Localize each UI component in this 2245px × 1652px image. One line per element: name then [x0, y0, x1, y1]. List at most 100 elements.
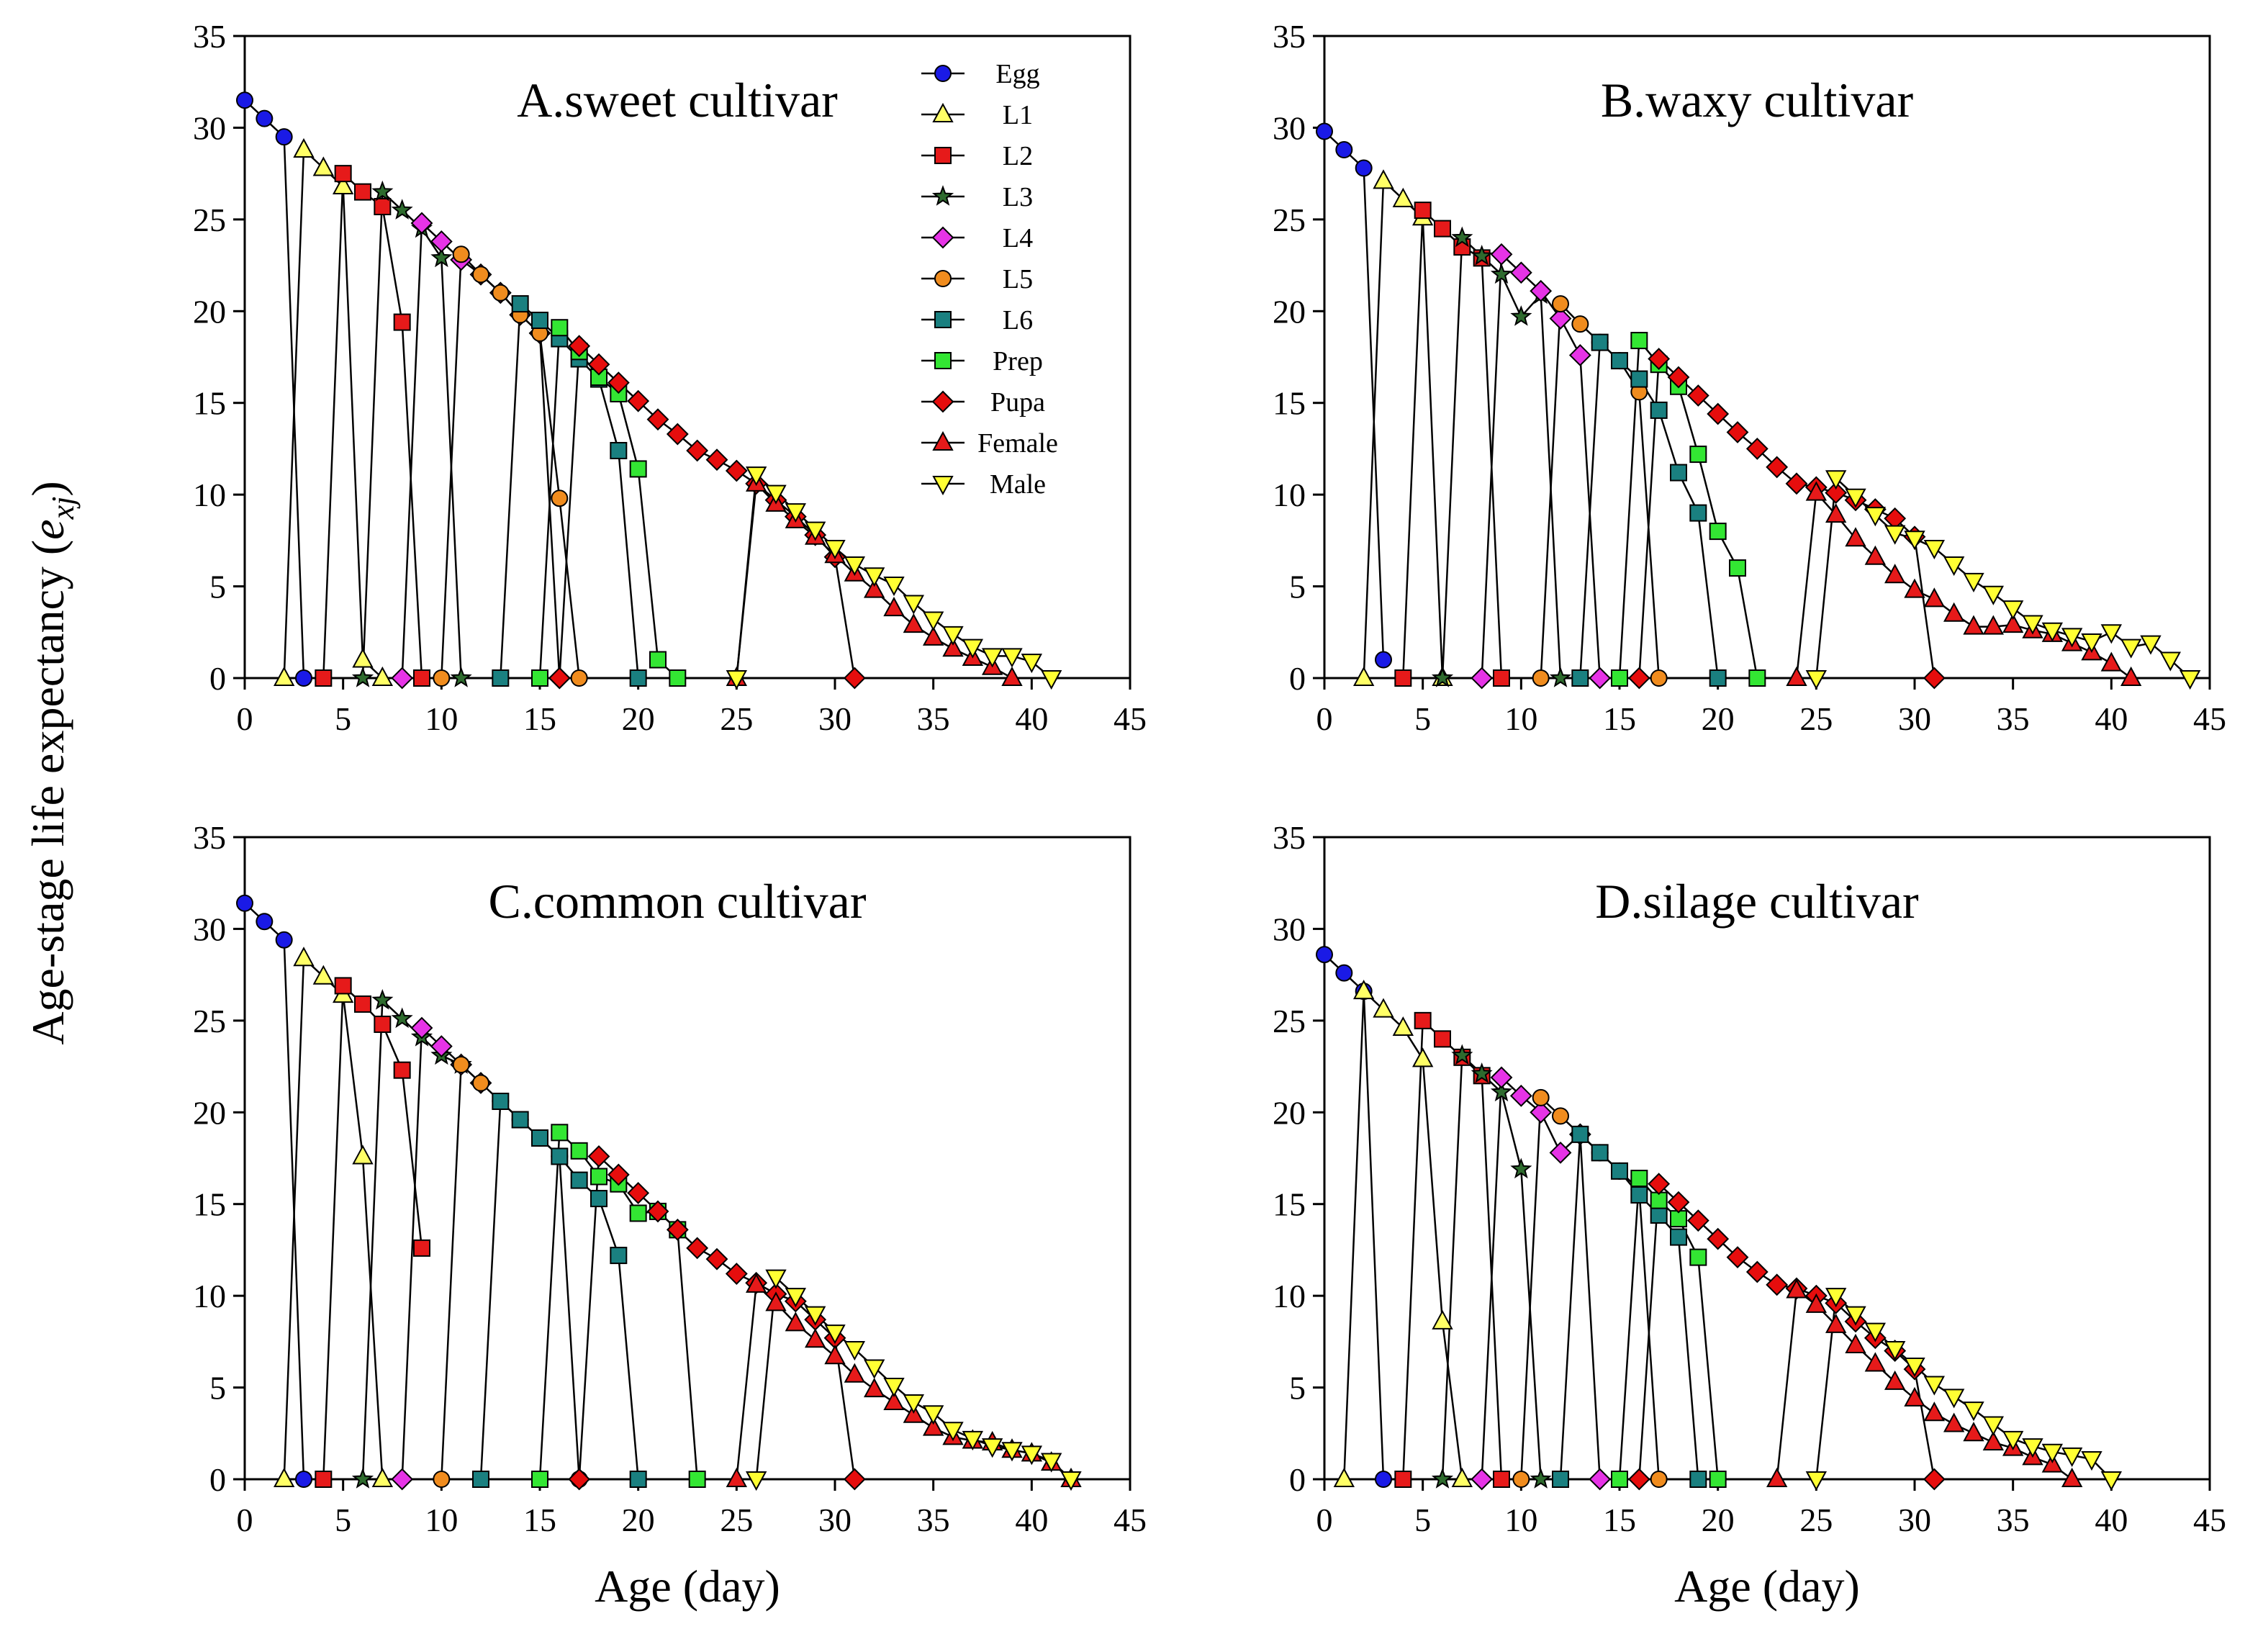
- data-point-female: [726, 1467, 748, 1487]
- legend-label: L1: [1003, 100, 1033, 130]
- data-point-l1: [1352, 979, 1375, 1000]
- y-tick-label: 10: [1273, 477, 1306, 513]
- legend-marker: [934, 65, 952, 82]
- data-point-pupa: [725, 1263, 748, 1285]
- data-point-male: [1040, 670, 1062, 690]
- data-point-pupa: [587, 1145, 610, 1168]
- data-point-l4: [410, 1016, 433, 1039]
- data-point-egg: [1375, 1471, 1392, 1488]
- data-point-female: [2120, 666, 2142, 686]
- data-point-prep: [1630, 332, 1648, 350]
- data-point-l1: [1432, 1309, 1453, 1330]
- data-point-male: [1845, 1306, 1866, 1326]
- y-tick-label: 10: [193, 1278, 226, 1314]
- series-points-female: [1766, 1278, 2083, 1487]
- data-point-l1: [371, 666, 394, 686]
- y-tick-label: 35: [1273, 18, 1306, 55]
- data-point-female: [2100, 651, 2123, 672]
- data-point-pupa: [1745, 438, 1769, 460]
- data-point-pupa: [1686, 384, 1709, 407]
- y-tick-label: 30: [1273, 911, 1306, 947]
- y-tick-label: 35: [193, 819, 226, 856]
- series-line-pupa: [1638, 356, 1935, 679]
- series-points-egg: [236, 894, 312, 1488]
- data-point-male: [2002, 600, 2024, 620]
- series-points-l3: [1431, 1044, 1552, 1489]
- data-point-male: [844, 1341, 866, 1361]
- data-point-female: [1845, 1333, 1866, 1353]
- legend-item-female: Female: [921, 428, 1058, 459]
- data-point-l6: [1571, 669, 1589, 687]
- data-point-l1: [312, 965, 335, 985]
- data-point-female: [1864, 1352, 1887, 1372]
- data-point-l6: [1630, 1186, 1648, 1204]
- data-point-l1: [352, 648, 374, 668]
- x-tick-label: 5: [335, 700, 351, 737]
- data-point-l2: [374, 1015, 392, 1033]
- data-point-l1: [1392, 187, 1414, 207]
- series-line-l2: [1402, 1019, 1503, 1480]
- data-point-l4: [391, 667, 414, 690]
- series-line-l3: [1441, 1053, 1542, 1480]
- data-point-pupa: [568, 335, 591, 358]
- data-point-l2: [1434, 1030, 1451, 1048]
- data-point-female: [1825, 1313, 1847, 1333]
- data-point-l5: [472, 266, 489, 284]
- data-point-male: [981, 1438, 1003, 1458]
- data-point-pupa: [1766, 456, 1789, 479]
- y-tick-label: 0: [209, 1461, 226, 1498]
- legend-label: L2: [1003, 141, 1033, 171]
- data-point-female: [1845, 527, 1866, 547]
- data-point-egg: [236, 894, 253, 912]
- series-line-l3: [361, 189, 462, 679]
- legend-item-male: Male: [921, 469, 1046, 500]
- series-points-prep: [1611, 332, 1766, 687]
- data-point-l6: [511, 1111, 529, 1129]
- data-point-l2: [1394, 669, 1412, 687]
- data-point-pupa: [1707, 1227, 1730, 1250]
- data-point-female: [1943, 1412, 1965, 1432]
- data-point-l2: [393, 313, 411, 331]
- series-points-l2: [1394, 202, 1510, 687]
- data-point-egg: [1335, 141, 1353, 159]
- series-points-prep: [531, 319, 687, 687]
- data-point-prep: [1748, 669, 1766, 687]
- data-point-pupa: [1726, 1246, 1749, 1269]
- series-points-l5: [1512, 1088, 1668, 1488]
- data-point-pupa: [1785, 472, 1808, 495]
- data-point-female: [824, 1345, 846, 1365]
- y-tick-label: 35: [193, 18, 226, 55]
- data-point-l4: [430, 230, 453, 253]
- data-point-l4: [1471, 1468, 1494, 1491]
- data-point-male: [1805, 670, 1828, 690]
- data-point-l2: [413, 669, 430, 687]
- data-point-l1: [312, 156, 335, 176]
- data-point-l3: [391, 1007, 413, 1029]
- y-tick-label: 30: [193, 109, 226, 146]
- data-point-l2: [1493, 669, 1510, 687]
- series-line-female: [736, 1283, 1072, 1480]
- series-points-pupa: [548, 335, 866, 690]
- data-point-l3: [351, 667, 374, 687]
- data-point-l6: [590, 1190, 607, 1208]
- data-point-pupa: [587, 353, 610, 376]
- data-point-l6: [1611, 1162, 1628, 1180]
- series-points-l1: [1333, 979, 1473, 1487]
- series-points-l6: [472, 1092, 647, 1488]
- data-point-pupa: [1726, 421, 1749, 443]
- data-point-egg: [1316, 946, 1333, 964]
- series-line-female: [1776, 1288, 2073, 1481]
- y-tick-label: 15: [193, 385, 226, 422]
- data-point-l5: [452, 245, 470, 263]
- x-tick-label: 0: [1316, 700, 1333, 737]
- data-point-male: [2061, 628, 2083, 648]
- data-point-pupa: [607, 371, 630, 394]
- data-point-l6: [1670, 1228, 1687, 1246]
- data-point-pupa: [1825, 482, 1848, 505]
- plot-frame: [1323, 35, 2211, 680]
- data-point-l2: [1394, 1471, 1412, 1488]
- data-point-male: [2041, 622, 2064, 642]
- data-point-l4: [1490, 243, 1513, 266]
- data-point-l3: [1431, 1468, 1454, 1489]
- data-point-male: [1904, 1357, 1925, 1378]
